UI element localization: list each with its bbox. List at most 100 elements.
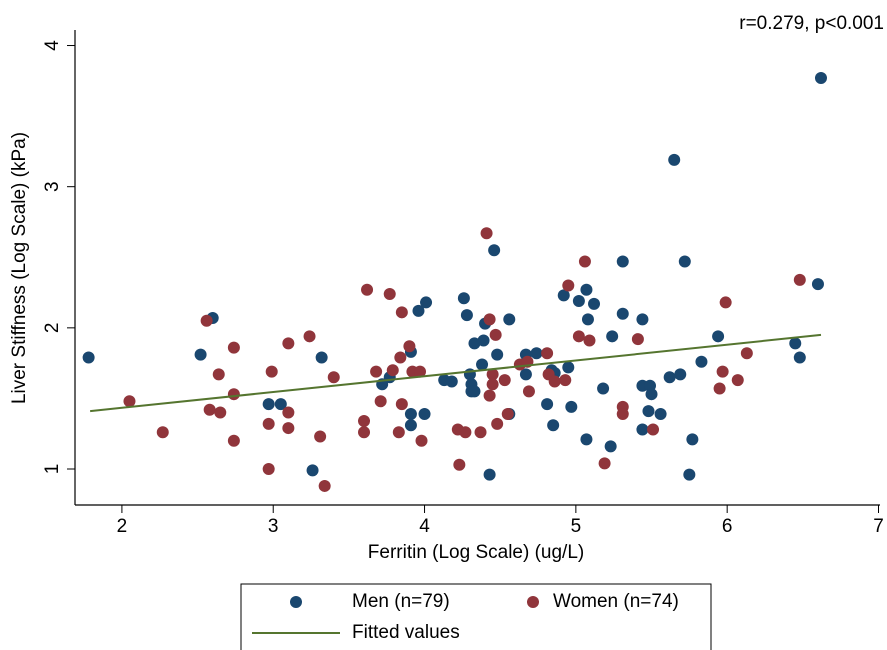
point (562, 279, 575, 292)
point (636, 313, 649, 326)
point (282, 406, 295, 419)
x-tick-label: 7 (873, 516, 884, 537)
fitted-line (90, 333, 822, 413)
point (403, 340, 416, 353)
point (383, 287, 396, 300)
point (392, 426, 405, 439)
point (483, 313, 496, 326)
point (581, 313, 594, 326)
point (683, 468, 696, 481)
y-tick-label: 2 (42, 323, 63, 334)
point (588, 297, 601, 310)
point (580, 433, 593, 446)
point (559, 374, 572, 387)
point (498, 374, 511, 387)
point (740, 347, 753, 360)
point (415, 434, 428, 447)
point (445, 375, 458, 388)
point (194, 348, 207, 361)
point (572, 330, 585, 343)
point (598, 457, 611, 470)
point (645, 388, 658, 401)
point (606, 330, 619, 343)
point (530, 347, 543, 360)
point (457, 292, 470, 305)
point (547, 419, 560, 432)
point (386, 364, 399, 377)
point (686, 433, 699, 446)
point (793, 273, 806, 286)
point (227, 388, 240, 401)
legend-swatch (527, 596, 539, 608)
point (274, 398, 287, 411)
point (156, 426, 169, 439)
point (678, 255, 691, 268)
x-tick-label: 2 (117, 516, 128, 537)
point (404, 419, 417, 432)
point (480, 227, 493, 240)
legend-box (240, 583, 712, 650)
point (477, 334, 490, 347)
point (262, 398, 275, 411)
point (597, 382, 610, 395)
point (361, 283, 374, 296)
point (453, 458, 466, 471)
point (227, 341, 240, 354)
legend-label: Fitted values (352, 622, 460, 643)
point (468, 337, 481, 350)
point (731, 374, 744, 387)
point (716, 365, 729, 378)
point (486, 368, 499, 381)
point (468, 385, 481, 398)
point (303, 330, 316, 343)
point (519, 368, 532, 381)
point (358, 415, 371, 428)
point (227, 434, 240, 447)
point (474, 426, 487, 439)
point (814, 71, 827, 84)
point (488, 244, 501, 257)
point (719, 296, 732, 309)
point (476, 358, 489, 371)
point (604, 440, 617, 453)
point (370, 365, 383, 378)
point (414, 365, 426, 378)
point (695, 355, 708, 368)
point (489, 328, 502, 341)
point (459, 426, 472, 439)
point (616, 407, 629, 420)
point (306, 464, 319, 477)
point (358, 426, 371, 439)
point (374, 395, 387, 408)
point (491, 417, 504, 430)
point (395, 306, 408, 319)
x-tick-label: 4 (419, 516, 430, 537)
point (214, 406, 227, 419)
point (123, 395, 136, 408)
point (503, 313, 516, 326)
point (616, 307, 629, 320)
point (483, 389, 496, 402)
point (486, 378, 499, 391)
point (583, 334, 596, 347)
point (541, 347, 554, 360)
point (318, 479, 331, 492)
point (548, 375, 561, 388)
point (491, 348, 504, 361)
point (203, 403, 216, 416)
point (636, 423, 649, 436)
point (811, 278, 824, 291)
x-tick-label: 3 (268, 516, 279, 537)
point (580, 283, 593, 296)
y-tick-label: 3 (42, 181, 63, 192)
point (395, 398, 408, 411)
point (327, 371, 340, 384)
point (557, 289, 570, 302)
legend-swatch (290, 596, 302, 608)
point (654, 407, 667, 420)
point (713, 382, 726, 395)
point (315, 351, 328, 364)
point (212, 368, 225, 381)
legend-label: Men (n=79) (352, 591, 450, 612)
